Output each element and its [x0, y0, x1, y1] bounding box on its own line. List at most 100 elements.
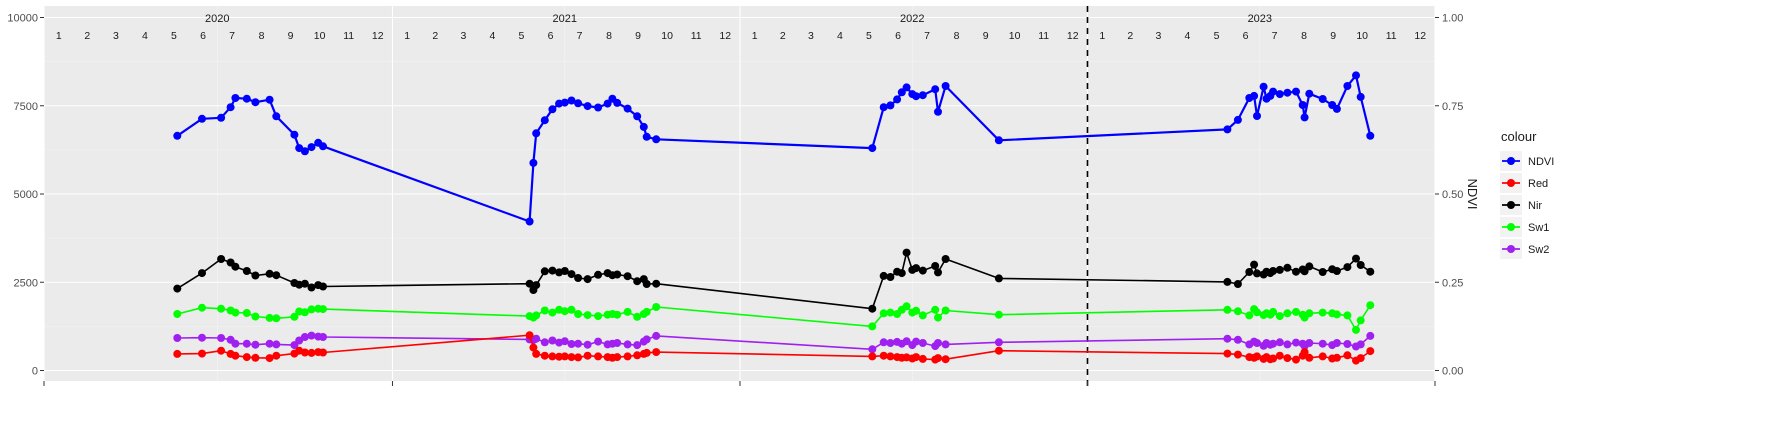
data-point-nir	[633, 277, 642, 286]
data-point-nir	[918, 266, 927, 275]
data-point-nir	[1233, 280, 1242, 288]
month-label: 10	[314, 30, 326, 42]
data-point-ndvi	[1250, 91, 1259, 100]
month-label: 10	[1356, 30, 1368, 42]
data-point-sw2	[633, 341, 642, 350]
data-point-red	[1300, 348, 1309, 357]
data-point-sw2	[879, 338, 888, 347]
month-label: 6	[548, 30, 554, 42]
data-point-sw1	[1356, 316, 1365, 325]
month-label: 3	[1155, 30, 1161, 42]
data-point-sw1	[1253, 308, 1261, 317]
data-point-red	[231, 351, 240, 360]
data-point-sw2	[1305, 339, 1314, 347]
data-point-nir	[540, 267, 549, 276]
legend-item-red: Red	[1500, 173, 1548, 193]
data-point-sw2	[886, 339, 895, 347]
data-point-sw1	[583, 311, 592, 320]
data-point-red	[242, 353, 251, 362]
data-point-nir	[1275, 265, 1284, 274]
data-point-ndvi	[897, 88, 906, 97]
data-point-nir	[902, 248, 911, 257]
data-point-sw2	[902, 337, 911, 346]
data-point-ndvi	[307, 143, 316, 152]
data-point-red	[623, 352, 632, 361]
data-point-nir	[1253, 269, 1261, 278]
data-point-sw1	[652, 303, 661, 311]
data-point-ndvi	[594, 103, 603, 112]
series-layer	[173, 71, 1375, 365]
data-point-ndvi	[1223, 125, 1232, 134]
data-point-sw1	[994, 310, 1003, 319]
data-point-ndvi	[525, 217, 534, 226]
data-point-ndvi	[902, 83, 911, 92]
legend-label: Nir	[1528, 200, 1542, 212]
month-label: 7	[924, 30, 930, 42]
data-point-nir	[879, 271, 888, 280]
data-point-sw1	[1305, 309, 1314, 318]
data-point-sw2	[652, 331, 661, 340]
data-point-nir	[1283, 263, 1292, 272]
data-point-ndvi	[603, 99, 612, 108]
data-point-ndvi	[941, 82, 950, 90]
legend-title: colour	[1501, 129, 1537, 144]
data-point-sw2	[231, 339, 240, 348]
data-point-sw2	[1275, 338, 1284, 347]
y-axis-right: 0.00 0.25 0.50 0.75 1.00	[1435, 13, 1463, 378]
data-point-ndvi	[613, 98, 622, 107]
data-point-sw2	[540, 338, 549, 347]
data-point-ndvi	[639, 122, 648, 131]
data-point-red	[1233, 350, 1242, 359]
data-point-red	[886, 352, 895, 361]
y-left-tick-label: 2500	[14, 277, 38, 289]
data-point-nir	[1356, 261, 1365, 269]
data-point-ndvi	[532, 129, 541, 138]
data-point-red	[300, 348, 309, 357]
data-point-red	[529, 343, 538, 352]
month-label: 3	[113, 30, 119, 42]
data-point-ndvi	[290, 130, 299, 139]
data-point-sw1	[633, 312, 642, 321]
legend-label: NDVI	[1528, 156, 1554, 168]
data-point-red	[198, 349, 206, 358]
month-label: 12	[719, 30, 731, 42]
data-point-sw2	[567, 340, 576, 348]
data-point-nir	[1352, 254, 1360, 263]
data-point-sw1	[231, 308, 240, 317]
data-point-red	[525, 331, 534, 340]
data-point-sw1	[560, 307, 569, 316]
month-label: 10	[1009, 30, 1021, 42]
month-label: 4	[837, 30, 843, 42]
month-label: 6	[200, 30, 206, 42]
data-point-ndvi	[1253, 112, 1261, 120]
y-axis-right-title: NDVI	[1465, 178, 1480, 209]
data-point-sw2	[319, 333, 327, 341]
data-point-sw1	[1245, 311, 1254, 320]
data-point-sw1	[886, 308, 895, 317]
data-point-ndvi	[1356, 92, 1365, 101]
data-point-nir	[198, 269, 206, 278]
data-point-sw1	[540, 306, 549, 315]
data-point-nir	[300, 279, 309, 288]
data-point-red	[1283, 354, 1292, 363]
data-point-ndvi	[173, 131, 182, 140]
data-point-ndvi	[226, 103, 235, 112]
data-point-ndvi	[198, 114, 206, 123]
data-point-ndvi	[918, 91, 927, 100]
y-right-tick-label: 0.00	[1442, 366, 1463, 378]
year-label: 2022	[900, 13, 924, 25]
data-point-red	[1269, 354, 1278, 363]
legend-key-point	[1507, 245, 1515, 253]
data-point-sw1	[1332, 310, 1341, 319]
data-point-nir	[623, 272, 632, 281]
y-right-tick-label: 1.00	[1442, 13, 1463, 25]
data-point-ndvi	[886, 101, 895, 110]
data-point-nir	[613, 270, 622, 279]
data-point-sw1	[941, 306, 950, 315]
data-point-ndvi	[934, 107, 942, 116]
month-label: 9	[635, 30, 641, 42]
data-point-ndvi	[540, 116, 549, 125]
data-point-sw2	[532, 334, 541, 343]
data-point-sw2	[242, 339, 251, 348]
data-point-sw2	[272, 340, 281, 349]
